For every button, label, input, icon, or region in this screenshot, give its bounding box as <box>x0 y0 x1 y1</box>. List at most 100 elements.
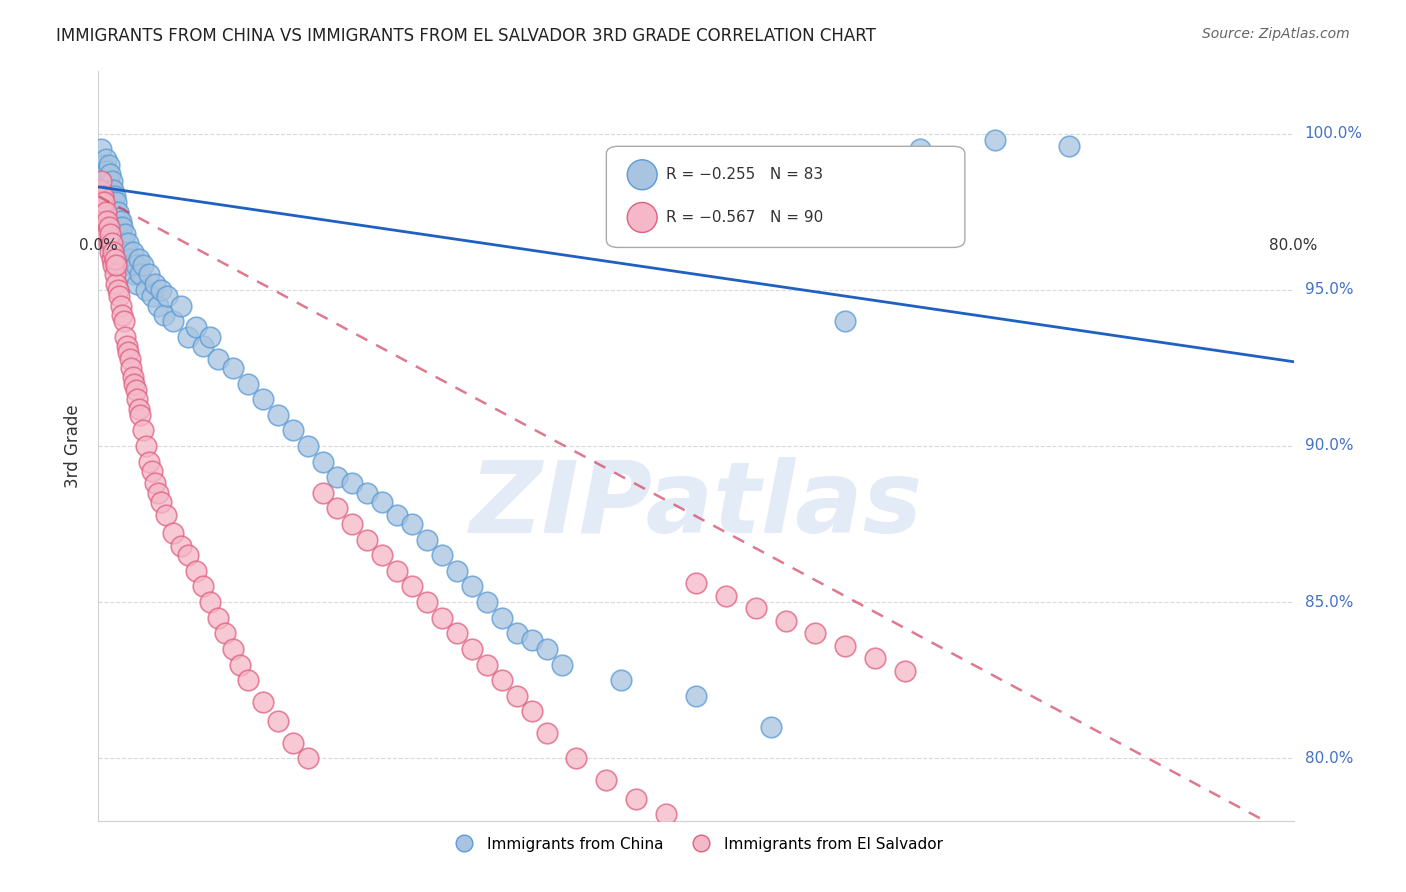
Point <box>104 268 127 282</box>
Point <box>94 174 117 188</box>
Point <box>311 485 333 500</box>
Point <box>297 439 319 453</box>
Point <box>129 408 152 422</box>
Text: IMMIGRANTS FROM CHINA VS IMMIGRANTS FROM EL SALVADOR 3RD GRADE CORRELATION CHART: IMMIGRANTS FROM CHINA VS IMMIGRANTS FROM… <box>56 27 876 45</box>
Point <box>108 289 131 303</box>
Point <box>297 751 319 765</box>
Point <box>93 195 115 210</box>
Point <box>105 214 128 228</box>
Point <box>105 195 128 210</box>
Point <box>191 580 214 594</box>
Point <box>108 211 131 226</box>
Point <box>115 245 138 260</box>
Point <box>138 455 160 469</box>
Text: 80.0%: 80.0% <box>1270 238 1317 253</box>
Text: 80.0%: 80.0% <box>1305 751 1353 765</box>
Point <box>191 339 214 353</box>
Point <box>506 626 529 640</box>
Point <box>156 289 179 303</box>
Point <box>446 626 468 640</box>
Point <box>97 158 120 172</box>
Point <box>685 576 707 591</box>
Point <box>416 595 439 609</box>
Point <box>120 360 142 375</box>
Point <box>128 252 150 266</box>
Point <box>655 807 678 822</box>
Point <box>148 485 170 500</box>
FancyBboxPatch shape <box>606 146 965 247</box>
Point <box>491 611 513 625</box>
Point <box>141 464 163 478</box>
Point <box>127 277 149 291</box>
Point <box>98 245 122 260</box>
Point <box>101 252 124 266</box>
Point <box>229 657 252 672</box>
Point <box>128 401 150 416</box>
Point <box>326 470 349 484</box>
Text: R = −0.255   N = 83: R = −0.255 N = 83 <box>666 168 824 182</box>
Point <box>252 392 274 407</box>
Point <box>150 495 173 509</box>
Point <box>98 180 122 194</box>
Point <box>124 376 146 391</box>
Text: 100.0%: 100.0% <box>1305 127 1362 141</box>
Point <box>118 351 141 366</box>
Point <box>141 289 163 303</box>
Point <box>98 227 122 241</box>
Point <box>112 314 135 328</box>
Point <box>520 705 543 719</box>
Point <box>401 517 423 532</box>
Point <box>184 320 207 334</box>
Ellipse shape <box>627 202 657 233</box>
Text: 95.0%: 95.0% <box>1305 283 1353 297</box>
Point <box>536 642 558 657</box>
Y-axis label: 3rd Grade: 3rd Grade <box>65 404 83 488</box>
Point <box>90 143 112 157</box>
Point <box>200 595 222 609</box>
Point <box>91 205 114 219</box>
Point <box>461 642 484 657</box>
Point <box>385 508 409 522</box>
Point <box>114 330 136 344</box>
Point <box>132 258 155 272</box>
Point <box>207 351 229 366</box>
Point <box>96 183 118 197</box>
Point <box>371 495 394 509</box>
Point <box>127 392 149 407</box>
Point <box>745 601 768 615</box>
Point <box>685 689 707 703</box>
Point <box>110 227 132 241</box>
Point <box>101 174 124 188</box>
Point <box>461 580 484 594</box>
Point <box>104 189 127 203</box>
Point <box>124 268 146 282</box>
Point <box>430 549 453 563</box>
Point <box>125 258 148 272</box>
Point <box>169 299 191 313</box>
Point <box>894 664 917 678</box>
Point <box>177 549 200 563</box>
Point <box>626 792 648 806</box>
Point <box>121 370 143 384</box>
Point <box>714 589 737 603</box>
Point <box>155 508 177 522</box>
Point <box>214 626 236 640</box>
Point <box>356 533 378 547</box>
Point <box>162 526 184 541</box>
Point <box>129 268 152 282</box>
Point <box>97 220 120 235</box>
Point <box>117 236 139 251</box>
Point <box>96 164 118 178</box>
Point <box>401 580 423 594</box>
Point <box>90 195 112 210</box>
Point <box>759 720 782 734</box>
Point <box>93 164 115 178</box>
Point <box>150 283 173 297</box>
Point <box>115 339 138 353</box>
Point <box>430 611 453 625</box>
Point <box>98 168 122 182</box>
Point <box>222 642 245 657</box>
Text: 90.0%: 90.0% <box>1305 439 1353 453</box>
Point <box>984 133 1007 147</box>
Point <box>550 657 572 672</box>
